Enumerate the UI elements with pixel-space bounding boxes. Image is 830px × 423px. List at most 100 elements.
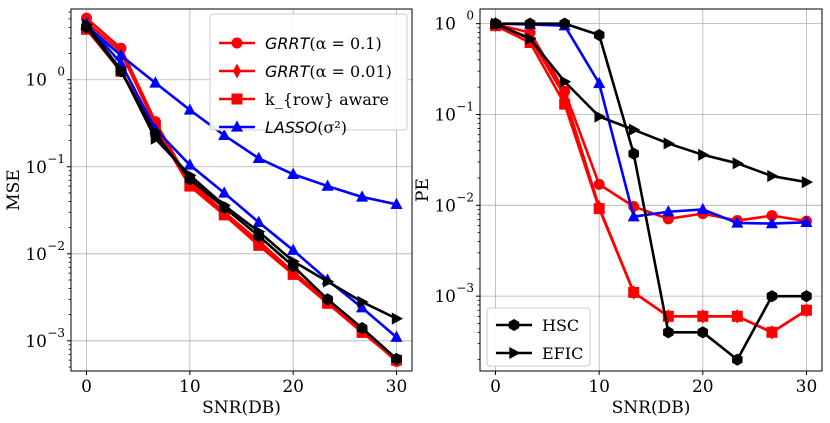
data-point <box>391 352 402 365</box>
data-point <box>766 290 778 303</box>
data-point <box>150 132 163 145</box>
x-tick-label: 0 <box>81 377 92 397</box>
data-point <box>321 179 334 191</box>
legend-item: LASSO(σ²) <box>219 118 347 137</box>
series-layer <box>489 17 814 366</box>
data-point <box>287 243 300 255</box>
data-point <box>254 225 266 238</box>
data-point <box>185 169 197 182</box>
data-point <box>627 210 640 222</box>
y-tick-exponent: −1 <box>47 152 65 166</box>
data-point <box>766 210 778 222</box>
data-point <box>219 199 231 212</box>
data-point <box>253 239 265 251</box>
series-2 <box>490 20 812 338</box>
legend-marker <box>509 346 521 360</box>
data-point <box>800 215 813 227</box>
x-tick-label: 30 <box>386 377 408 397</box>
data-point <box>288 255 300 268</box>
series-layer <box>80 12 404 368</box>
legend-item: HSC <box>496 316 579 335</box>
series-line <box>85 28 398 362</box>
data-point <box>698 148 710 161</box>
data-point <box>149 76 162 88</box>
data-point <box>252 215 265 227</box>
data-point <box>183 158 196 170</box>
data-point <box>593 76 606 89</box>
y-axis-label: MSE <box>4 169 24 210</box>
data-point <box>322 275 335 288</box>
y-tick-exponent: −1 <box>456 99 474 113</box>
y-tick-exponent: −2 <box>456 190 474 204</box>
y-tick-exponent: −3 <box>47 326 65 340</box>
data-point <box>765 216 778 229</box>
x-tick-label: 10 <box>179 377 201 397</box>
series-6 <box>81 18 404 325</box>
data-point <box>697 326 709 339</box>
series-4 <box>490 17 812 366</box>
data-point <box>628 286 640 298</box>
data-point <box>559 98 571 110</box>
y-tick-label: 10 <box>434 196 456 216</box>
data-point <box>218 186 231 198</box>
y-tick-label: 10 <box>25 332 47 352</box>
data-point <box>559 17 570 30</box>
data-point <box>629 123 641 136</box>
data-point <box>218 128 231 140</box>
legend-label: GRRT(α = 0.01) <box>265 62 392 81</box>
data-point <box>732 353 743 366</box>
y-tick-label: 10 <box>434 287 456 307</box>
series-line <box>495 22 807 225</box>
data-point <box>218 209 230 221</box>
x-axis-label: SNR(DB) <box>612 398 691 418</box>
y-tick-label: 10 <box>434 105 456 125</box>
legend-item: GRRT(α = 0.1) <box>219 34 382 53</box>
data-point <box>287 167 300 179</box>
series-line <box>495 22 807 184</box>
data-point <box>697 310 709 322</box>
data-point <box>593 203 605 215</box>
data-point <box>356 322 368 335</box>
data-point <box>559 75 572 88</box>
legend: GRRT(α = 0.1) GRRT(α = 0.01) k_{row} aware… <box>209 13 408 137</box>
series-line <box>494 24 808 334</box>
x-tick-label: 20 <box>692 377 714 397</box>
data-point <box>391 312 404 325</box>
y-axis-label: PE <box>413 178 433 202</box>
legend: HSC EFIC <box>486 307 591 367</box>
legend-item: k_{row} aware <box>219 90 389 109</box>
data-point <box>356 190 369 202</box>
data-point <box>116 63 128 76</box>
data-point <box>696 202 709 215</box>
data-point <box>183 103 196 115</box>
data-point <box>663 137 675 150</box>
data-point <box>593 28 605 42</box>
legend-marker <box>508 318 520 332</box>
y-tick-exponent: −2 <box>47 239 65 253</box>
legend-label: LASSO(σ²) <box>265 118 347 137</box>
series-line <box>85 23 398 320</box>
legend-item: GRRT(α = 0.01) <box>219 62 392 81</box>
data-point <box>560 88 569 104</box>
series-line <box>85 22 398 339</box>
data-point <box>390 330 403 342</box>
series-1 <box>491 17 811 340</box>
y-tick-label: 10 <box>25 71 47 91</box>
legend-marker <box>231 93 243 105</box>
legend-marker <box>230 120 244 132</box>
x-tick-label: 10 <box>588 377 610 397</box>
data-point <box>490 17 503 30</box>
series-line <box>495 23 808 334</box>
legend-label: EFIC <box>542 344 583 363</box>
data-point <box>628 147 639 160</box>
y-tick-label: 10 <box>434 15 456 35</box>
legend-label: GRRT(α = 0.1) <box>265 34 382 53</box>
y-tick-label: 10 <box>25 245 47 265</box>
y-tick-label: 10 <box>25 158 47 178</box>
x-tick-label: 30 <box>796 377 818 397</box>
legend-marker <box>231 37 243 49</box>
data-point <box>663 326 674 339</box>
x-axis-label: SNR(DB) <box>202 398 281 418</box>
